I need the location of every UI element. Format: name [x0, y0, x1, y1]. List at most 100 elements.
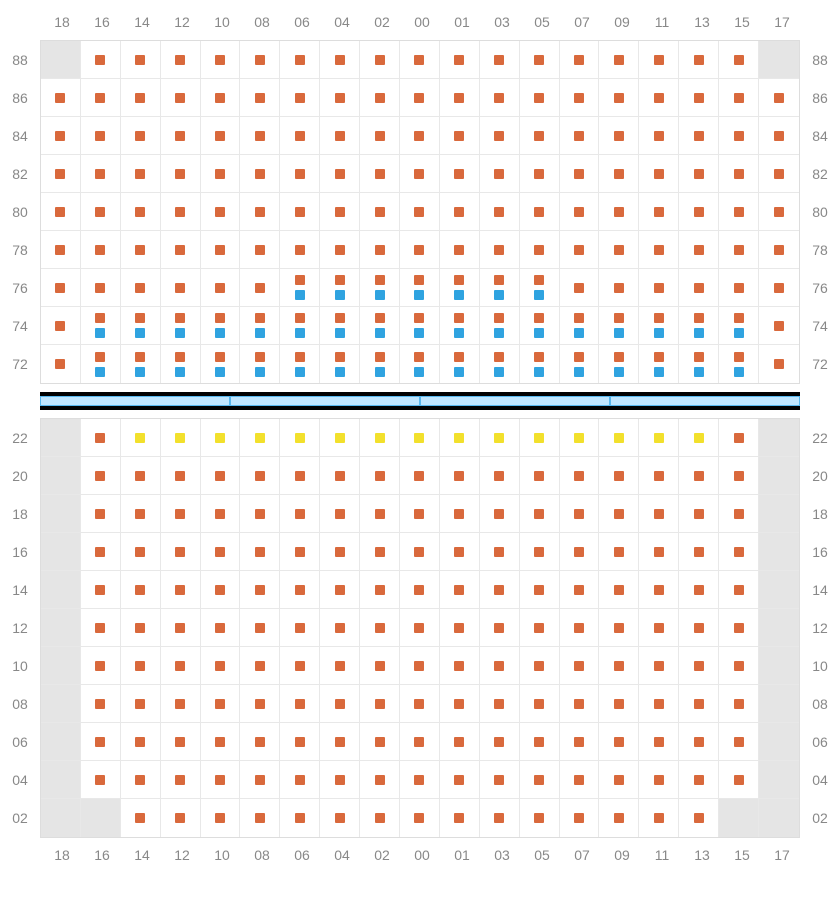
seat[interactable]: [255, 169, 265, 179]
seat-cell[interactable]: [719, 761, 759, 799]
seat[interactable]: [175, 585, 185, 595]
seat[interactable]: [175, 699, 185, 709]
seat[interactable]: [175, 547, 185, 557]
seat[interactable]: [215, 471, 225, 481]
seat[interactable]: [175, 131, 185, 141]
seat[interactable]: [335, 131, 345, 141]
seat[interactable]: [414, 328, 424, 338]
seat-cell[interactable]: [440, 533, 480, 571]
seat-cell[interactable]: [400, 495, 440, 533]
seat-cell[interactable]: [400, 799, 440, 837]
seat-cell[interactable]: [679, 41, 719, 79]
seat[interactable]: [654, 55, 664, 65]
seat-cell[interactable]: [759, 117, 799, 155]
seat[interactable]: [734, 245, 744, 255]
seat-cell[interactable]: [240, 419, 280, 457]
seat-cell[interactable]: [679, 761, 719, 799]
seat[interactable]: [55, 207, 65, 217]
seat[interactable]: [335, 775, 345, 785]
seat[interactable]: [614, 169, 624, 179]
seat-cell[interactable]: [41, 345, 81, 383]
seat-cell[interactable]: [201, 609, 241, 647]
seat[interactable]: [494, 169, 504, 179]
seat[interactable]: [454, 93, 464, 103]
seat[interactable]: [494, 433, 504, 443]
seat-cell[interactable]: [520, 457, 560, 495]
seat[interactable]: [375, 93, 385, 103]
seat-cell[interactable]: [639, 307, 679, 345]
seat-cell[interactable]: [280, 495, 320, 533]
seat-cell[interactable]: [560, 79, 600, 117]
seat[interactable]: [454, 245, 464, 255]
seat[interactable]: [454, 328, 464, 338]
seat[interactable]: [135, 367, 145, 377]
seat[interactable]: [215, 699, 225, 709]
seat-cell[interactable]: [81, 533, 121, 571]
seat-cell[interactable]: [719, 457, 759, 495]
seat[interactable]: [774, 93, 784, 103]
seat[interactable]: [95, 471, 105, 481]
seat-cell[interactable]: [560, 647, 600, 685]
seat-cell[interactable]: [560, 457, 600, 495]
seat[interactable]: [335, 813, 345, 823]
seat[interactable]: [175, 813, 185, 823]
seat-cell[interactable]: [161, 457, 201, 495]
seat-cell[interactable]: [280, 41, 320, 79]
seat-cell[interactable]: [121, 799, 161, 837]
seat-cell[interactable]: [599, 647, 639, 685]
seat[interactable]: [375, 547, 385, 557]
seat[interactable]: [215, 169, 225, 179]
seat-cell[interactable]: [560, 495, 600, 533]
seat-cell[interactable]: [121, 419, 161, 457]
seat[interactable]: [414, 275, 424, 285]
seat-cell[interactable]: [520, 495, 560, 533]
seat-cell[interactable]: [639, 799, 679, 837]
seat-cell[interactable]: [161, 345, 201, 383]
seat-cell[interactable]: [320, 117, 360, 155]
seat-cell[interactable]: [719, 307, 759, 345]
seat[interactable]: [375, 509, 385, 519]
seat-cell[interactable]: [719, 41, 759, 79]
seat[interactable]: [654, 737, 664, 747]
seat[interactable]: [654, 623, 664, 633]
seat[interactable]: [734, 737, 744, 747]
seat[interactable]: [255, 471, 265, 481]
seat[interactable]: [614, 775, 624, 785]
seat-cell[interactable]: [639, 269, 679, 307]
seat[interactable]: [654, 367, 664, 377]
seat-cell[interactable]: [161, 41, 201, 79]
seat-cell[interactable]: [759, 231, 799, 269]
seat[interactable]: [375, 245, 385, 255]
seat[interactable]: [494, 509, 504, 519]
seat-cell[interactable]: [161, 495, 201, 533]
seat[interactable]: [135, 547, 145, 557]
seat[interactable]: [614, 313, 624, 323]
seat-cell[interactable]: [599, 571, 639, 609]
seat-cell[interactable]: [280, 117, 320, 155]
seat-cell[interactable]: [719, 155, 759, 193]
seat[interactable]: [135, 245, 145, 255]
seat[interactable]: [95, 547, 105, 557]
seat[interactable]: [414, 313, 424, 323]
seat-cell[interactable]: [679, 117, 719, 155]
seat[interactable]: [574, 699, 584, 709]
seat-cell[interactable]: [520, 609, 560, 647]
seat-cell[interactable]: [480, 647, 520, 685]
seat[interactable]: [734, 661, 744, 671]
seat-cell[interactable]: [320, 457, 360, 495]
seat-cell[interactable]: [240, 79, 280, 117]
seat[interactable]: [335, 207, 345, 217]
seat[interactable]: [494, 367, 504, 377]
seat[interactable]: [175, 623, 185, 633]
seat[interactable]: [734, 547, 744, 557]
seat-cell[interactable]: [161, 269, 201, 307]
seat-cell[interactable]: [240, 117, 280, 155]
seat[interactable]: [574, 131, 584, 141]
seat-cell[interactable]: [81, 41, 121, 79]
seat-cell[interactable]: [520, 723, 560, 761]
seat-cell[interactable]: [161, 609, 201, 647]
seat-cell[interactable]: [360, 345, 400, 383]
seat-cell[interactable]: [280, 609, 320, 647]
seat[interactable]: [135, 775, 145, 785]
seat[interactable]: [614, 623, 624, 633]
